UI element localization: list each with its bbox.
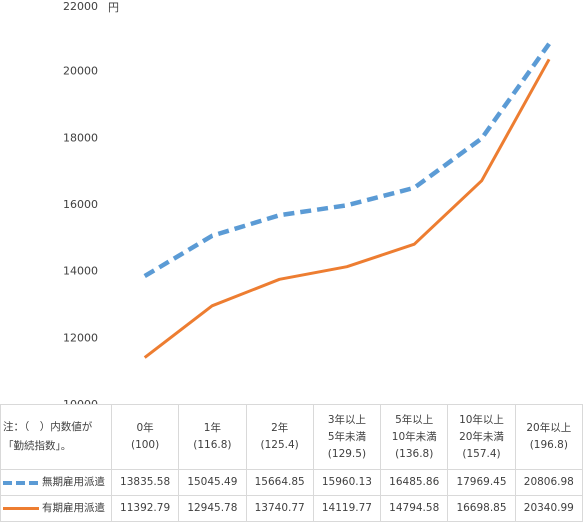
category-label: (196.8) [529, 439, 568, 451]
category-label: (125.4) [260, 439, 299, 451]
data-value-cell: 15045.49 [178, 469, 247, 496]
series-line-1 [143, 58, 551, 359]
note-line-1: 注：（ ）内数値が [3, 421, 93, 433]
data-value-cell: 11392.79 [110, 495, 180, 522]
data-value-cell: 15960.13 [312, 469, 382, 496]
y-tick-label: 10000 [63, 398, 98, 405]
y-tick-label: 16000 [63, 198, 98, 211]
data-value-cell: 16485.86 [380, 469, 449, 496]
data-value-cell: 15664.85 [245, 469, 314, 496]
data-value-cell: 14119.77 [312, 495, 382, 522]
legend-key-dashed-line [3, 480, 39, 485]
y-tick-label: 12000 [63, 331, 98, 344]
category-label: 3年以上 [327, 413, 367, 426]
category-label: 5年未満 [327, 430, 367, 443]
data-table: 注：（ ）内数値が 「勤続指数」。 0年 (100) 1年 (116.8) 2年 (125… [0, 404, 583, 522]
legend-label: 有期雇用派遣 [42, 502, 105, 514]
series-row-1: 有期雇用派遣 11392.79 12945.78 13740.77 14119.77 1… [0, 495, 583, 522]
data-value-cell: 14794.58 [380, 495, 449, 522]
y-tick-label: 14000 [63, 265, 98, 278]
category-cell-0: 0年 (100) [110, 404, 180, 470]
data-value-cell: 13740.77 [245, 495, 314, 522]
category-cell-6: 20年以上 (196.8) [514, 404, 583, 470]
category-label: (157.4) [462, 447, 501, 460]
category-label: (100) [130, 439, 160, 451]
category-cell-3: 3年以上 5年未満 (129.5) [312, 404, 382, 470]
category-cell-4: 5年以上 10年未満 (136.8) [380, 404, 449, 470]
category-label: 20年以上 [526, 422, 572, 434]
data-value-cell: 20340.99 [514, 495, 583, 522]
category-label: 10年以上 [459, 413, 504, 426]
y-axis: 10000 12000 14000 16000 18000 20000 22000 [63, 0, 98, 405]
category-label: 0年 [136, 422, 154, 434]
legend-label: 無期雇用派遣 [42, 476, 105, 488]
y-tick-label: 22000 [63, 0, 98, 13]
category-row: 注：（ ）内数値が 「勤続指数」。 0年 (100) 1年 (116.8) 2年 (125… [0, 404, 583, 470]
category-cell-2: 2年 (125.4) [245, 404, 314, 470]
data-value-cell: 20806.98 [514, 469, 583, 496]
series-lines [143, 42, 551, 359]
category-label: (116.8) [193, 439, 232, 451]
data-value-cell: 12945.78 [178, 495, 247, 522]
category-label: 20年未満 [459, 430, 504, 443]
series-row-0: 無期雇用派遣 13835.58 15045.49 15664.85 15960.13 1… [0, 469, 583, 496]
y-axis-unit-label: 円 [108, 1, 119, 14]
y-tick-label: 18000 [63, 131, 98, 144]
line-chart: 10000 12000 14000 16000 18000 20000 22000 円 [63, 0, 551, 405]
legend-cell-1: 有期雇用派遣 [0, 495, 112, 522]
category-label: (129.5) [327, 447, 367, 460]
data-value-cell: 16698.85 [447, 495, 516, 522]
category-label: (136.8) [395, 447, 434, 460]
legend-cell-0: 無期雇用派遣 [0, 469, 112, 496]
legend-key-solid-line [3, 507, 39, 510]
data-value-cell: 17969.45 [447, 469, 516, 496]
note-line-2: 「勤続指数」。 [3, 440, 72, 452]
note-cell: 注：（ ）内数値が 「勤続指数」。 [0, 404, 112, 470]
data-value-cell: 13835.58 [110, 469, 180, 496]
category-label: 5年以上 [395, 413, 434, 426]
category-label: 1年 [203, 422, 221, 434]
category-cell-1: 1年 (116.8) [178, 404, 247, 470]
category-label: 10年未満 [391, 430, 437, 443]
category-label: 2年 [271, 422, 289, 434]
category-cell-5: 10年以上 20年未満 (157.4) [447, 404, 516, 470]
series-line-0 [143, 42, 551, 279]
y-tick-label: 20000 [63, 65, 98, 78]
